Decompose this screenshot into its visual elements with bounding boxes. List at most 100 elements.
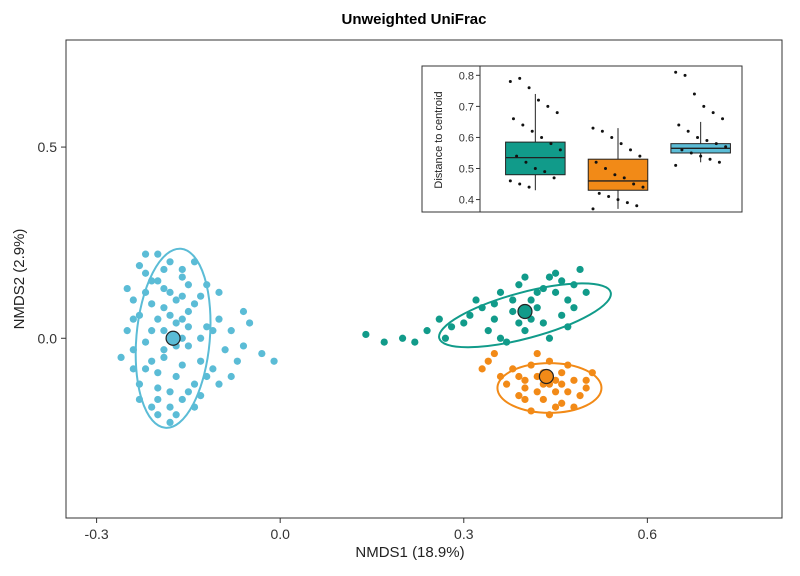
data-point [558,369,566,377]
jitter-point [677,123,681,127]
data-point [123,327,131,335]
data-point [484,327,492,335]
data-point [515,281,523,289]
data-point [539,395,547,404]
data-point [258,349,266,358]
inset-y-axis-label: Distance to centroid [433,91,445,188]
data-point [270,357,278,365]
confidence-ellipse [134,247,212,429]
data-point [209,365,217,373]
data-point [539,319,547,327]
inset-y-tick-label: 0.5 [459,164,474,176]
data-point [398,334,407,342]
x-tick-label: 0.0 [270,526,290,542]
jitter-point [616,198,620,202]
jitter-point [724,145,728,149]
jitter-point [594,160,598,164]
data-point [423,327,431,335]
data-point [203,323,211,331]
jitter-point [508,80,512,84]
box-group [505,76,566,191]
x-tick-label: 0.6 [638,526,658,542]
data-point [582,376,590,384]
confidence-ellipse [496,362,603,414]
data-point [558,277,566,285]
data-point [160,353,168,361]
data-point [447,323,456,331]
box-group [670,70,731,167]
data-point [221,346,229,354]
data-point [245,319,254,327]
jitter-point [524,160,528,164]
jitter-point [555,111,559,115]
jitter-point [714,142,718,146]
jitter-point [536,98,540,102]
data-point [533,304,541,312]
jitter-point [686,129,690,133]
jitter-point [543,170,547,174]
x-tick-label: 0.3 [454,526,474,542]
data-point [184,323,192,331]
data-point [521,395,529,404]
x-axis-label: NMDS1 (18.9%) [355,544,464,561]
data-point [551,288,560,296]
data-point [521,376,529,384]
jitter-point [696,135,700,139]
data-point [178,273,186,281]
data-point [478,365,486,373]
jitter-point [591,207,595,211]
data-point [466,311,474,319]
jitter-point [591,126,595,130]
jitter-point [527,185,531,189]
data-point [154,315,162,323]
jitter-point [625,201,629,205]
data-point [166,403,174,411]
data-point [558,399,566,407]
data-point [570,304,578,312]
data-point [509,307,517,316]
jitter-point [607,194,611,198]
data-point [172,411,180,419]
data-point [521,384,529,392]
jitter-point [546,104,550,108]
data-point [141,250,150,258]
jitter-point [604,167,608,171]
data-point [496,288,505,296]
series-group [478,349,603,419]
data-point [117,353,125,361]
data-point [227,372,235,381]
data-point [551,403,560,411]
jitter-point [708,157,712,161]
data-point [172,319,180,327]
data-point [239,307,248,316]
jitter-point [552,176,556,180]
centroid-marker [517,303,533,320]
jitter-point [508,179,512,183]
data-point [582,288,590,296]
data-point [160,304,168,312]
jitter-point [619,142,623,146]
data-point [178,395,186,404]
jitter-point [521,123,525,127]
jitter-point [518,182,522,186]
data-point [178,315,186,323]
data-point [576,265,584,274]
inset-frame [421,65,743,213]
jitter-point [610,135,614,139]
data-point [123,284,131,293]
data-point [154,250,162,258]
main-plot-layer: -0.3 0.0 0.3 0.6 0.0 0.5 [38,139,658,542]
jitter-point [717,160,721,164]
data-point [197,334,205,342]
centroid-marker [538,368,554,385]
jitter-point [530,129,534,133]
jitter-point [628,148,632,152]
data-point [380,338,388,346]
data-point [178,265,186,274]
data-point [166,311,174,319]
data-point [490,349,498,358]
data-point [215,288,223,296]
jitter-point [674,70,678,74]
jitter-point [711,111,715,115]
